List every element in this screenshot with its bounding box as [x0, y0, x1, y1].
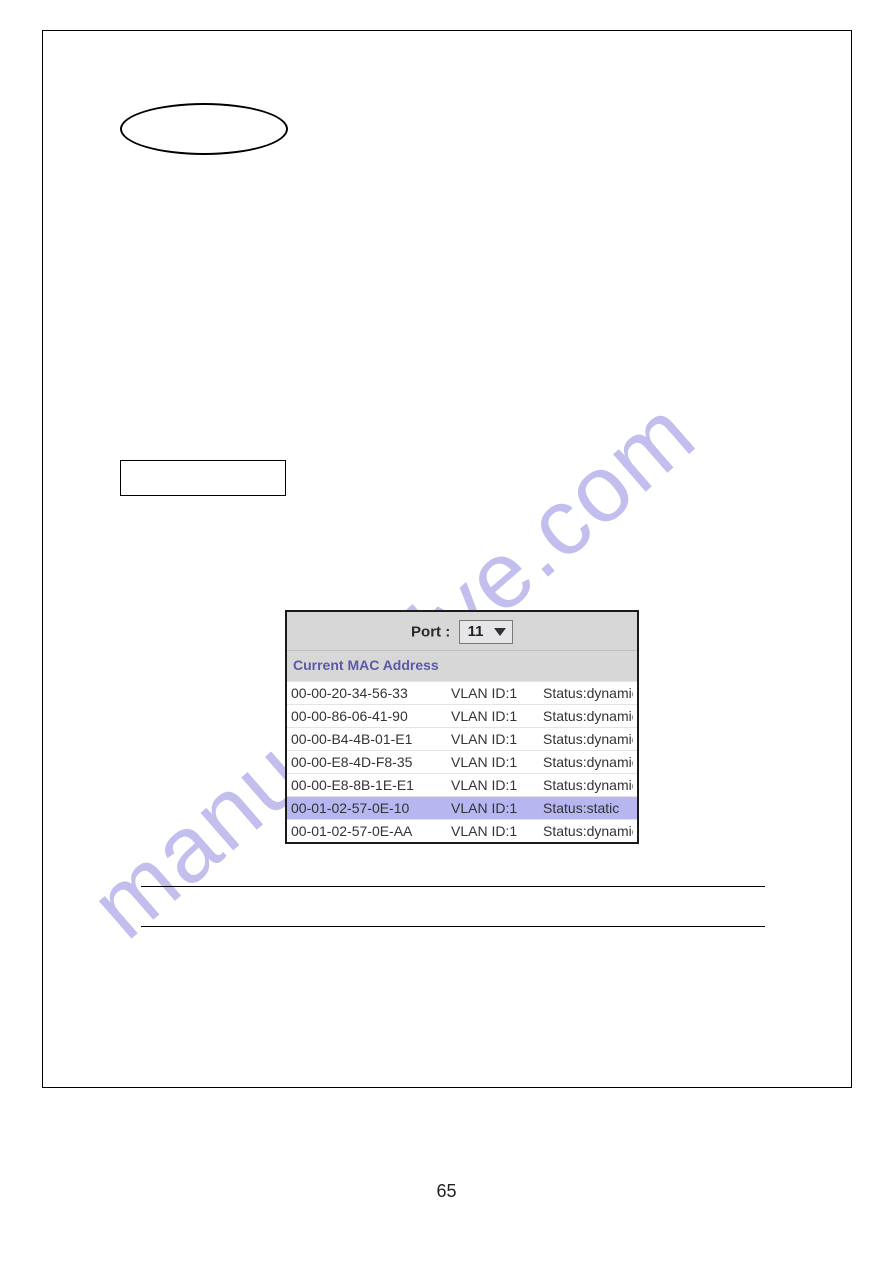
- status-cell: Status:dynamic: [543, 708, 633, 724]
- chevron-down-icon: [494, 628, 506, 636]
- vlan-cell: VLAN ID:1: [451, 823, 543, 839]
- table-row[interactable]: 00-01-02-57-0E-AAVLAN ID:1Status:dynamic: [287, 819, 637, 842]
- vlan-cell: VLAN ID:1: [451, 731, 543, 747]
- callout-ellipse: [120, 103, 288, 155]
- mac-address-panel: Port : 11 Current MAC Address 00-00-20-3…: [285, 610, 639, 844]
- table-row[interactable]: 00-00-B4-4B-01-E1VLAN ID:1Status:dynamic: [287, 727, 637, 750]
- status-cell: Status:dynamic: [543, 777, 633, 793]
- mac-cell: 00-01-02-57-0E-AA: [291, 823, 451, 839]
- mac-cell: 00-00-E8-8B-1E-E1: [291, 777, 451, 793]
- mac-cell: 00-00-20-34-56-33: [291, 685, 451, 701]
- table-row[interactable]: 00-01-02-57-0E-10VLAN ID:1Status:static: [287, 796, 637, 819]
- vlan-cell: VLAN ID:1: [451, 777, 543, 793]
- mac-cell: 00-00-E8-4D-F8-35: [291, 754, 451, 770]
- port-select-value: 11: [468, 623, 484, 640]
- port-select[interactable]: 11: [459, 620, 513, 644]
- section-divider: [141, 886, 765, 887]
- page-border: [42, 30, 852, 1088]
- status-cell: Status:dynamic: [543, 754, 633, 770]
- table-row[interactable]: 00-00-E8-8B-1E-E1VLAN ID:1Status:dynamic: [287, 773, 637, 796]
- mac-cell: 00-00-86-06-41-90: [291, 708, 451, 724]
- table-row[interactable]: 00-00-86-06-41-90VLAN ID:1Status:dynamic: [287, 704, 637, 727]
- status-cell: Status:static: [543, 800, 633, 816]
- mac-cell: 00-00-B4-4B-01-E1: [291, 731, 451, 747]
- table-row[interactable]: 00-00-20-34-56-33VLAN ID:1Status:dynamic: [287, 681, 637, 704]
- status-cell: Status:dynamic: [543, 823, 633, 839]
- port-label: Port :: [411, 624, 450, 641]
- status-cell: Status:dynamic: [543, 731, 633, 747]
- vlan-cell: VLAN ID:1: [451, 708, 543, 724]
- mac-table-rows: 00-00-20-34-56-33VLAN ID:1Status:dynamic…: [287, 681, 637, 842]
- mac-cell: 00-01-02-57-0E-10: [291, 800, 451, 816]
- table-row[interactable]: 00-00-E8-4D-F8-35VLAN ID:1Status:dynamic: [287, 750, 637, 773]
- mac-table-header: Current MAC Address: [287, 650, 637, 681]
- vlan-cell: VLAN ID:1: [451, 754, 543, 770]
- callout-rect: [120, 460, 286, 496]
- page-number: 65: [0, 1181, 893, 1202]
- section-divider: [141, 926, 765, 927]
- vlan-cell: VLAN ID:1: [451, 685, 543, 701]
- port-selector-row: Port : 11: [287, 612, 637, 650]
- status-cell: Status:dynamic: [543, 685, 633, 701]
- vlan-cell: VLAN ID:1: [451, 800, 543, 816]
